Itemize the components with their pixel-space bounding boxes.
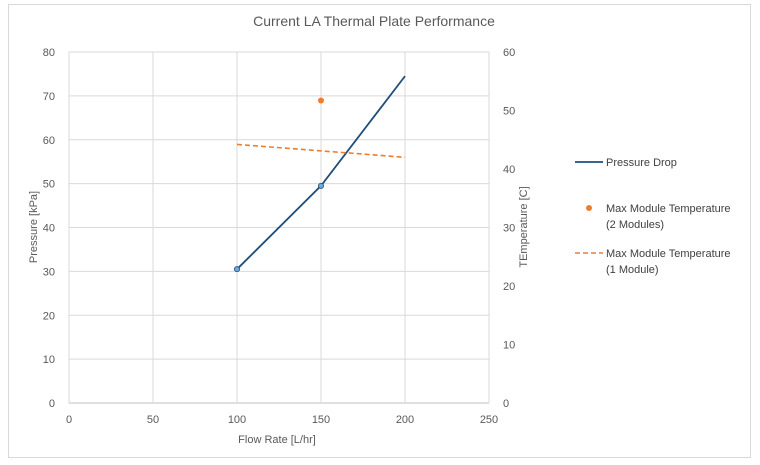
y-tick-label: 40 <box>43 223 55 235</box>
y2-tick-label: 30 <box>503 223 515 235</box>
data-point <box>318 97 324 104</box>
y-tick-label: 30 <box>43 266 55 278</box>
series-layer <box>233 75 406 273</box>
y-tick-label: 70 <box>43 91 55 103</box>
y2-axis-title: TEmperature [C] <box>518 186 530 267</box>
y-tick-label: 50 <box>43 179 55 191</box>
x-tick-label: 0 <box>66 414 72 426</box>
y2-tick-label: 40 <box>503 164 515 176</box>
x-tick-label: 100 <box>228 414 246 426</box>
x-tick-label: 250 <box>480 414 498 426</box>
y2-tick-label: 0 <box>503 398 509 410</box>
y-tick-label: 20 <box>43 310 55 322</box>
legend-label: (1 Module) <box>606 264 659 276</box>
series-line <box>236 143 406 159</box>
axes: 0 10 20 30 40 50 60 70 80 0 50 100 150 200 250 0 10 20 30 4… <box>43 47 516 426</box>
y2-tick-label: 20 <box>503 281 515 293</box>
chart-frame <box>8 4 751 458</box>
y-tick-label: 10 <box>43 354 55 366</box>
legend-label: Max Module Temperature <box>606 203 731 215</box>
y-tick-label: 0 <box>49 398 55 410</box>
x-axis-title: Flow Rate [L/hr] <box>238 434 316 446</box>
grid <box>68 51 490 404</box>
y2-tick-label: 10 <box>503 340 515 352</box>
legend-label: Max Module Temperature <box>606 248 731 260</box>
x-tick-label: 50 <box>147 414 159 426</box>
x-tick-label: 150 <box>312 414 330 426</box>
data-point <box>233 266 240 273</box>
x-tick-label: 200 <box>396 414 414 426</box>
data-point <box>317 182 324 189</box>
y-tick-label: 80 <box>43 47 55 59</box>
y-axis-title: Pressure [kPa] <box>28 191 40 263</box>
legend: Pressure Drop Max Module Temperature (2 Mo… <box>575 157 731 276</box>
y2-tick-label: 50 <box>503 106 515 118</box>
legend-label: Pressure Drop <box>606 157 677 169</box>
legend-swatch <box>586 205 592 211</box>
chart-title: Current LA Thermal Plate Performance <box>253 13 495 29</box>
y2-tick-label: 60 <box>503 47 515 59</box>
legend-label: (2 Modules) <box>606 219 664 231</box>
y-tick-label: 60 <box>43 135 55 147</box>
